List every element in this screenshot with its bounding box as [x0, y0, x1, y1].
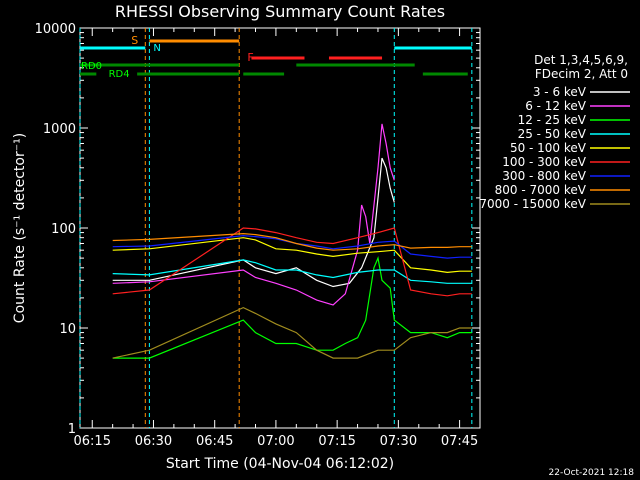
legend-label: 12 - 25 keV — [518, 113, 587, 127]
saa-label: S — [131, 34, 138, 47]
x-tick-label: 07:30 — [380, 434, 417, 449]
footer-timestamp: 22-Oct-2021 12:18 — [549, 468, 635, 478]
series-line — [112, 227, 472, 297]
x-tick-label: 07:45 — [441, 434, 478, 449]
series-line — [112, 237, 472, 274]
legend-header-2: FDecim 2, Att 0 — [535, 67, 628, 81]
legend-label: 25 - 50 keV — [518, 127, 587, 141]
plot-frame — [79, 27, 481, 429]
x-axis-label: Start Time (04-Nov-04 06:12:02) — [166, 456, 394, 472]
legend-label: 50 - 100 keV — [510, 141, 587, 155]
series-line — [112, 256, 472, 359]
plot-area: 1 10 100 1000 10000 06:15 06:30 06:45 07:00 07:15… — [35, 22, 481, 449]
series-line — [112, 234, 472, 259]
legend-label: 100 - 300 keV — [502, 155, 586, 169]
legend-label: 300 - 800 keV — [502, 169, 586, 183]
series-line — [112, 306, 472, 359]
y-tick-label: 10000 — [35, 22, 76, 37]
series-line — [112, 123, 395, 306]
legend-label: 7000 - 15000 keV — [479, 197, 586, 211]
y-axis-label: Count Rate (s⁻¹ detector⁻¹) — [12, 133, 28, 323]
legend-label: 3 - 6 keV — [533, 85, 587, 99]
legend-label: 6 - 12 keV — [525, 99, 587, 113]
series-line — [112, 259, 472, 284]
y-tick-label: 10 — [59, 322, 76, 337]
x-tick-label: 06:30 — [135, 434, 172, 449]
legend: Det 1,3,4,5,6,9, FDecim 2, Att 0 3 - 6 k… — [479, 53, 630, 211]
chart-title: RHESSI Observing Summary Count Rates — [115, 2, 445, 21]
x-tick-label: 07:15 — [318, 434, 355, 449]
y-tick-label: 100 — [51, 222, 76, 237]
x-tick-label: 07:00 — [257, 434, 294, 449]
rd0-label: RD0 — [81, 61, 102, 72]
x-tick-label: 06:15 — [74, 434, 111, 449]
night-label: N — [153, 43, 160, 54]
legend-label: 800 - 7000 keV — [495, 183, 587, 197]
legend-header-1: Det 1,3,4,5,6,9, — [534, 53, 628, 67]
y-tick-label: 1 — [68, 422, 76, 437]
rd4-label: RD4 — [109, 69, 130, 80]
x-tick-label: 06:45 — [196, 434, 233, 449]
y-tick-label: 1000 — [43, 122, 76, 137]
series-line — [112, 157, 395, 288]
series-line — [112, 232, 472, 251]
flare-label: F — [247, 51, 253, 64]
